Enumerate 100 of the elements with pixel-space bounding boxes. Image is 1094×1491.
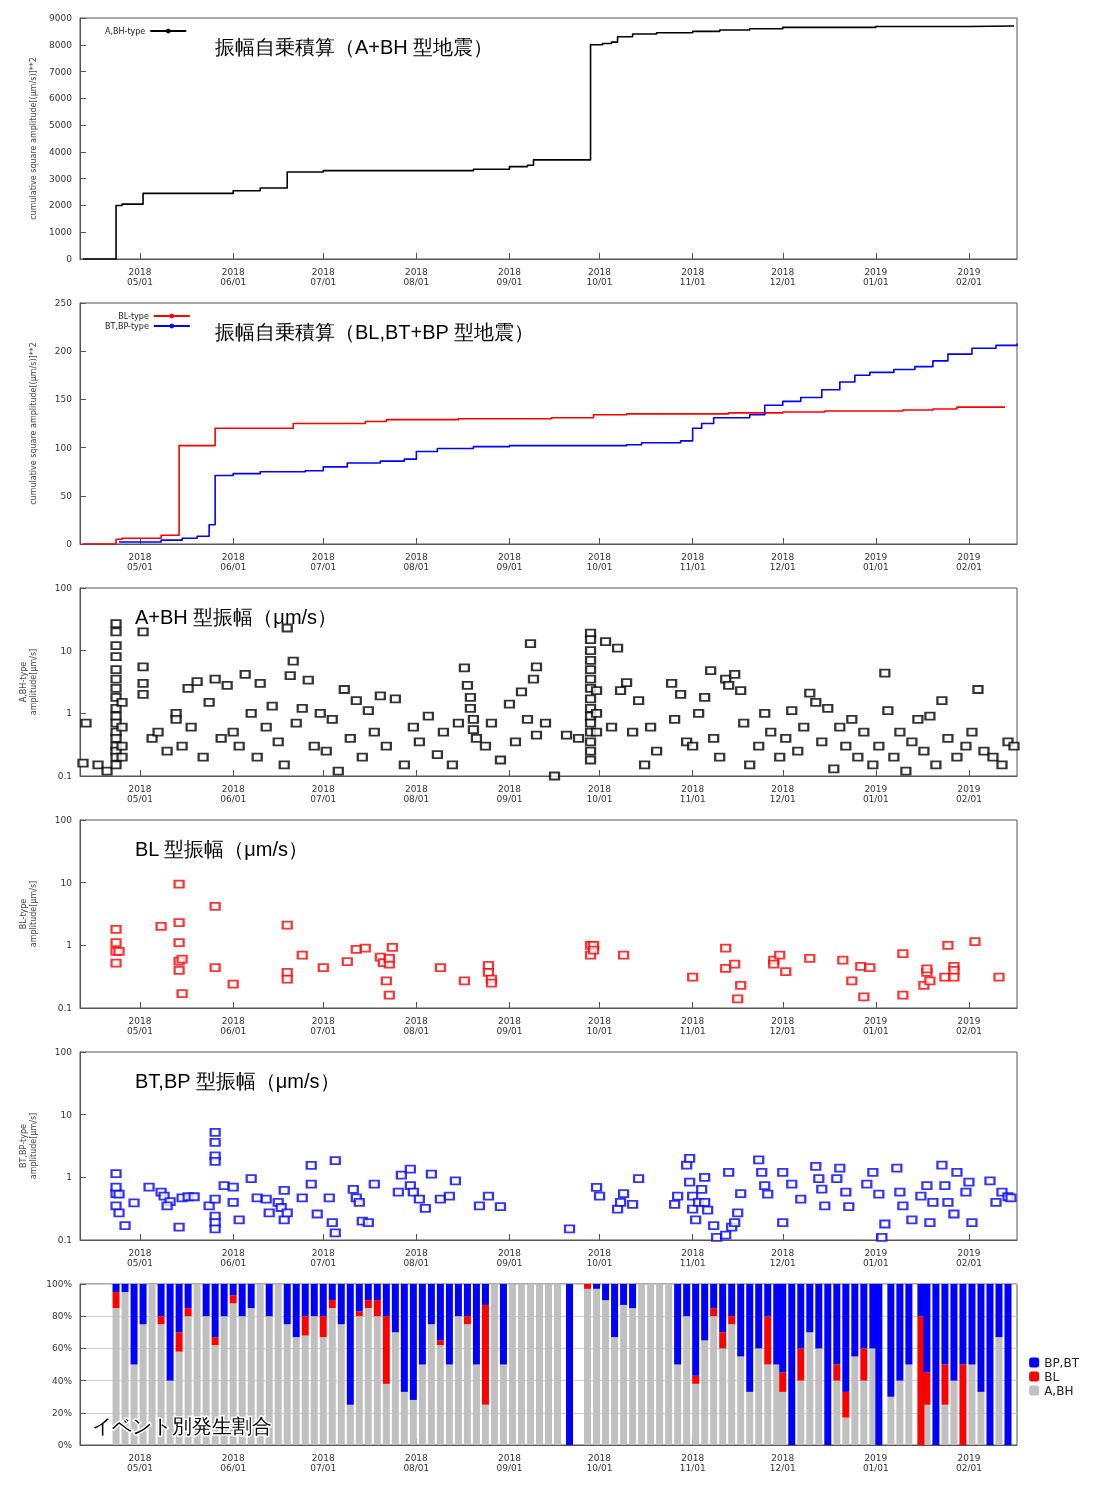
y-axis-title: cumulative square amplitude[(μm/s)]**2 [28,57,38,220]
x-tick-label: 2018 08/01 [403,1248,430,1268]
bar [373,1284,381,1301]
x-tick-label: 2018 05/01 [127,784,154,804]
bar [292,1284,300,1338]
x-tick-label: 2019 02/01 [955,1248,982,1268]
x-tick-label: 2018 11/01 [679,784,706,804]
bar [238,1284,246,1317]
bar [959,1364,967,1445]
bar [463,1316,471,1325]
bar [139,1284,147,1325]
bar [755,1284,763,1349]
bar [310,1284,318,1317]
x-tick-label: 2018 12/01 [769,267,796,287]
bar [629,1284,637,1309]
bar [463,1284,471,1317]
bar [728,1316,736,1325]
bar [788,1284,796,1445]
bar [265,1284,273,1317]
bar [719,1332,727,1349]
y-axis-title: A,BH-type amplitude[μm/s] [18,648,38,716]
bar [283,1284,291,1325]
x-tick-label: 2018 10/01 [586,784,613,804]
bar [481,1304,489,1405]
bar [112,1292,120,1309]
bar [797,1348,805,1381]
legend-label: BP,BT [1044,1355,1080,1370]
y-tick-label: 0.1 [57,771,72,781]
bar [499,1284,507,1365]
x-tick-label: 2019 01/01 [862,1016,889,1036]
text: A+BH 型振幅（μm/s） [135,606,338,628]
bar [319,1316,327,1338]
y-tick-label: 200 [54,346,73,357]
bar [445,1284,453,1365]
bar [806,1284,814,1333]
y-tick-label: 5000 [49,120,73,131]
x-tick-label: 2019 01/01 [862,1248,889,1268]
x-tick-label: 2018 08/01 [403,267,430,287]
y-tick-label: 60% [51,1343,73,1354]
x-tick-label: 2018 07/01 [310,552,337,572]
bar [746,1284,754,1392]
y-tick-label: 0% [57,1440,73,1450]
bar [166,1284,174,1381]
x-tick-label: 2018 12/01 [769,552,796,572]
x-tick-label: 2018 12/01 [769,1453,796,1473]
bar [301,1284,309,1317]
bar [611,1284,619,1338]
bar [860,1284,868,1349]
bar [566,1284,574,1445]
bar [620,1284,628,1305]
x-tick-label: 2018 07/01 [310,1016,337,1036]
y-tick-label: 6000 [49,93,73,104]
bar [683,1284,691,1317]
bar [764,1284,772,1317]
bar [364,1300,372,1309]
bar [175,1332,183,1352]
y-tick-label: 20% [51,1407,73,1418]
x-tick-label: 2018 11/01 [679,1016,706,1036]
text: BL 型振幅（μm/s） [135,838,309,860]
y-tick-label: 100 [54,815,73,825]
bar [112,1284,120,1293]
y-tick-label: 250 [54,298,73,308]
x-tick-label: 2018 10/01 [586,1248,613,1268]
x-tick-label: 2018 11/01 [679,267,706,287]
bar [842,1391,850,1418]
bar [184,1308,192,1317]
bar [436,1340,444,1346]
x-tick-label: 2018 08/01 [403,1453,430,1473]
bar [986,1284,994,1445]
bar [896,1284,904,1381]
x-tick-label: 2018 09/01 [496,267,523,287]
x-tick-label: 2019 02/01 [955,784,982,804]
bar [602,1284,610,1301]
y-tick-label: 10 [60,1109,73,1120]
bar [692,1284,700,1376]
y-tick-label: 100% [46,1279,73,1289]
bar [400,1284,408,1392]
bar [905,1284,913,1365]
x-tick-label: 2018 09/01 [496,1248,523,1268]
x-tick-label: 2018 12/01 [769,1248,796,1268]
y-tick-label: 1000 [49,227,73,238]
x-tick-label: 2018 05/01 [127,267,154,287]
bar [833,1364,841,1381]
bar [211,1337,219,1346]
y-tick-label: 4000 [49,146,73,157]
y-tick-label: 2000 [49,200,73,211]
x-tick-label: 2018 07/01 [310,1453,337,1473]
y-tick-label: 100 [54,1047,73,1057]
x-tick-label: 2019 01/01 [862,784,889,804]
bar [941,1364,949,1405]
bar [436,1284,444,1341]
x-tick-label: 2019 02/01 [955,1016,982,1036]
bar [887,1284,895,1397]
y-tick-label: 3000 [49,173,73,184]
y-tick-label: 80% [51,1311,73,1322]
bar [833,1284,841,1365]
bar [157,1316,165,1325]
x-tick-label: 2018 06/01 [220,1453,247,1473]
bar [764,1316,772,1365]
bar [373,1300,381,1317]
